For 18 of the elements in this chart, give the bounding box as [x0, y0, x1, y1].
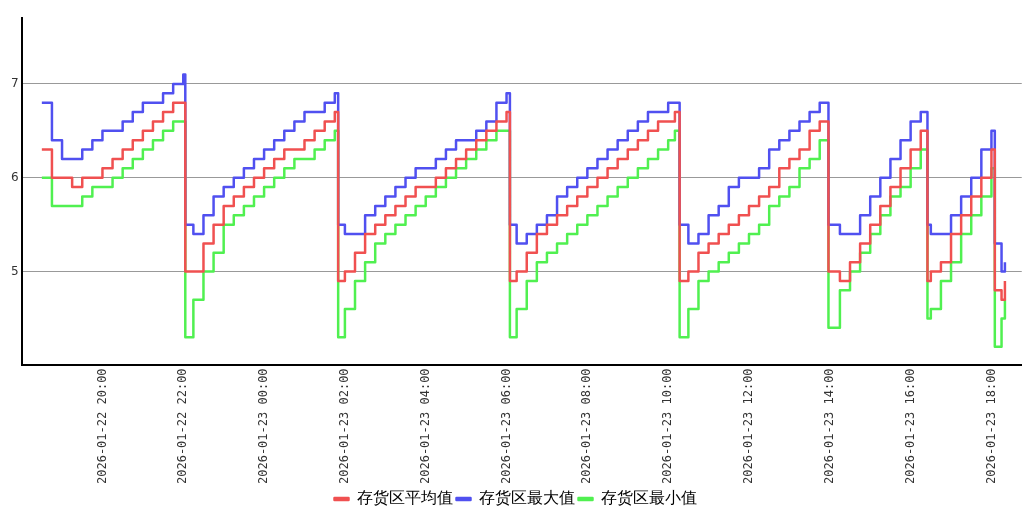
legend-label: 存货区最大值	[478, 488, 575, 508]
x-tick-label: 2026-01-23 16:00	[902, 368, 917, 484]
x-tick-label: 2026-01-23 00:00	[256, 368, 271, 484]
x-tick-label: 2026-01-23 06:00	[498, 368, 513, 484]
x-tick-label: 2026-01-23 08:00	[579, 368, 594, 484]
x-tick-label: 2026-01-22 22:00	[175, 368, 190, 484]
y-tick-label: 7	[10, 76, 19, 91]
y-tick-label: 5	[10, 263, 19, 278]
x-tick-label: 2026-01-22 20:00	[94, 368, 109, 484]
y-tick-label: 6	[10, 169, 19, 184]
x-tick-label: 2026-01-23 04:00	[417, 368, 432, 484]
x-tick-label: 2026-01-23 10:00	[660, 368, 675, 484]
x-tick-label: 2026-01-23 18:00	[983, 368, 998, 484]
legend-label: 存货区平均值	[356, 488, 453, 508]
x-tick-label: 2026-01-23 12:00	[741, 368, 756, 484]
x-tick-label: 2026-01-23 02:00	[337, 368, 352, 484]
legend-label: 存货区最小值	[600, 488, 697, 508]
x-tick-label: 2026-01-23 14:00	[821, 368, 836, 484]
